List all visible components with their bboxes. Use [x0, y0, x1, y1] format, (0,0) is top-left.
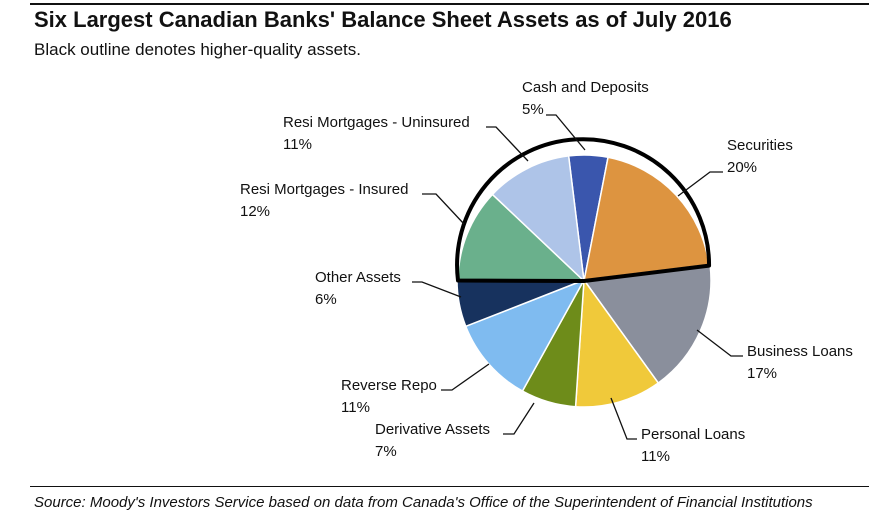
label-resi-mortgages-uninsured: Resi Mortgages - Uninsured: [283, 114, 470, 131]
leader-resi-mortgages-insured: [422, 193, 465, 225]
value-personal-loans: 11%: [641, 448, 670, 465]
pie-slices: [456, 154, 712, 408]
leader-reverse-repo: [441, 363, 490, 391]
value-resi-mortgages-uninsured: 11%: [283, 136, 312, 153]
chart-subtitle: Black outline denotes higher-quality ass…: [34, 40, 361, 59]
leader-cash-and-deposits: [546, 114, 586, 151]
leader-securities: [677, 171, 723, 197]
value-reverse-repo: 11%: [341, 399, 370, 416]
slice-personal-loans: [574, 277, 660, 408]
label-cash-and-deposits: Cash and Deposits: [522, 79, 649, 96]
chart-title: Six Largest Canadian Banks' Balance Shee…: [34, 7, 732, 32]
leader-other-assets: [412, 281, 462, 298]
label-business-loans: Business Loans: [747, 343, 853, 360]
leader-lines: [412, 114, 743, 440]
value-business-loans: 17%: [747, 365, 777, 382]
value-cash-and-deposits: 5%: [522, 101, 544, 118]
label-securities: Securities: [727, 137, 793, 154]
value-securities: 20%: [727, 159, 757, 176]
leader-derivative-assets: [503, 402, 535, 435]
bottom-rule: [30, 486, 869, 487]
leader-personal-loans: [610, 397, 637, 440]
top-rule: [30, 3, 869, 5]
value-other-assets: 6%: [315, 291, 337, 308]
source-note: Source: Moody's Investors Service based …: [34, 494, 813, 511]
slice-labels: Cash and Deposits 5% Securities 20% Business…: [240, 79, 853, 465]
label-resi-mortgages-insured: Resi Mortgages - Insured: [240, 181, 408, 198]
label-reverse-repo: Reverse Repo: [341, 377, 437, 394]
value-derivative-assets: 7%: [375, 443, 397, 460]
slice-resi-mortgages-uninsured: [491, 155, 585, 283]
leader-resi-mortgages-uninsured: [486, 126, 529, 162]
leader-business-loans: [696, 329, 743, 357]
label-personal-loans: Personal Loans: [641, 426, 745, 443]
label-derivative-assets: Derivative Assets: [375, 421, 490, 438]
slice-business-loans: [582, 263, 712, 385]
label-other-assets: Other Assets: [315, 269, 401, 286]
value-resi-mortgages-insured: 12%: [240, 203, 270, 220]
